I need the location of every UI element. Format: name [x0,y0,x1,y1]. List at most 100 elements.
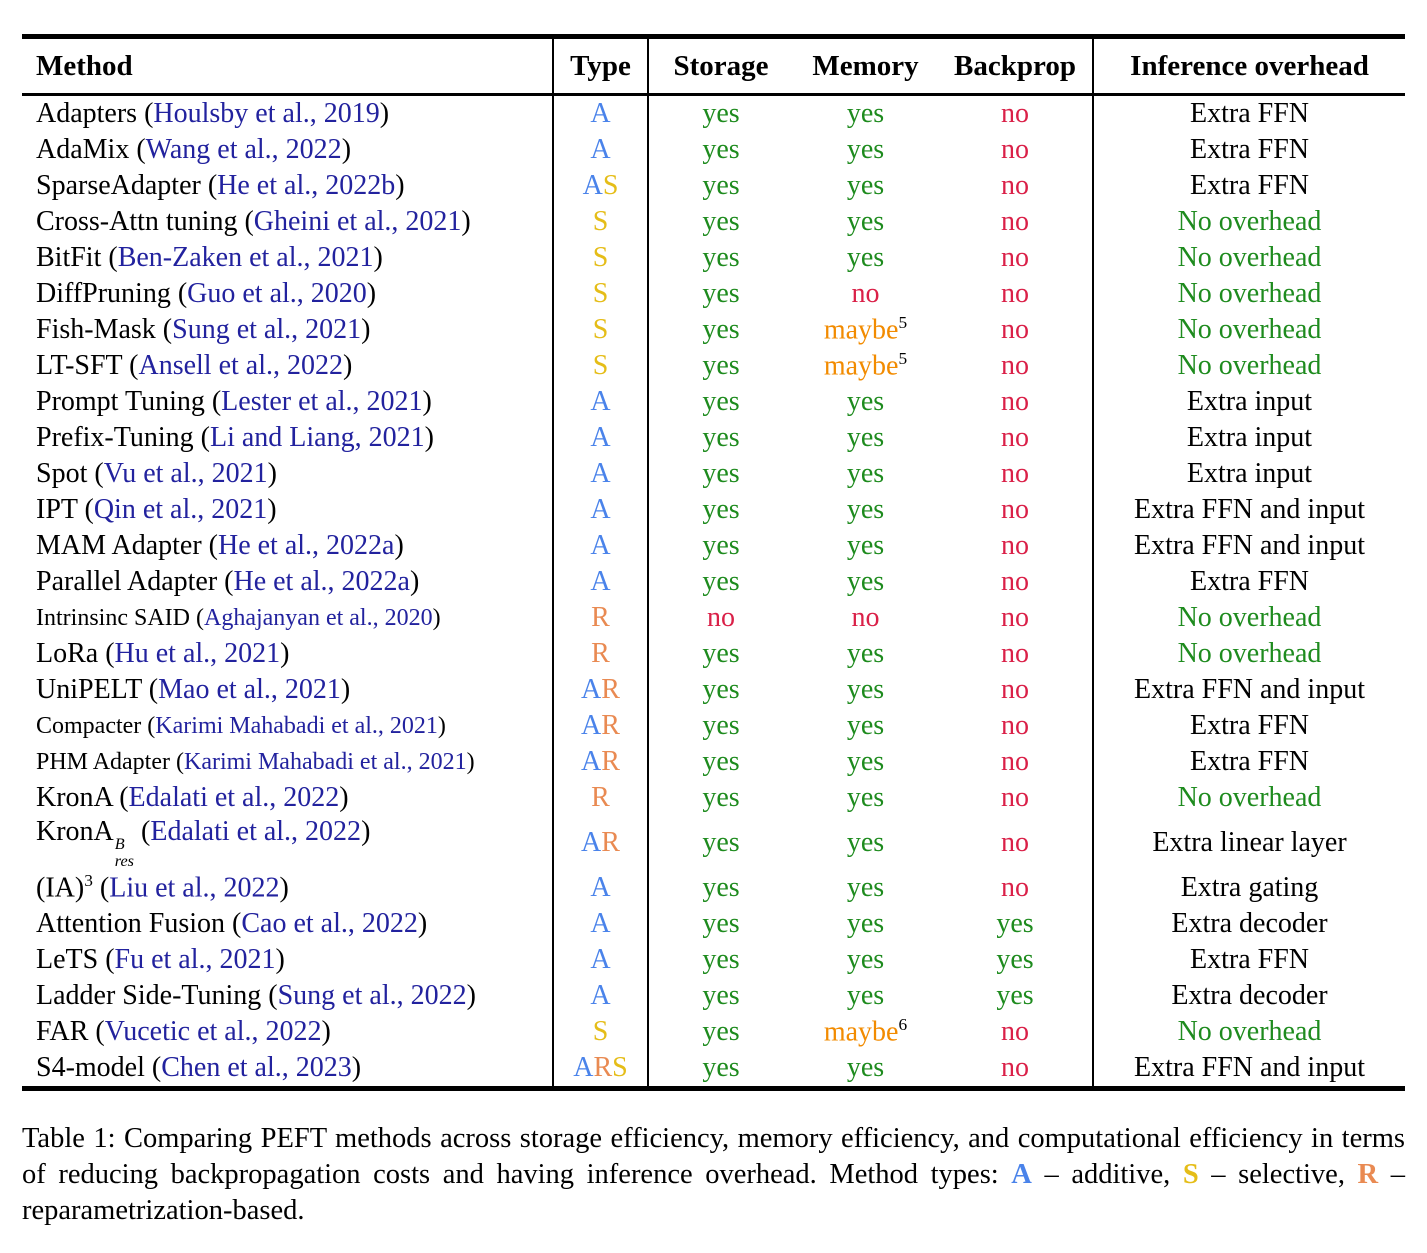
citation-link[interactable]: Vucetic et al., 2022 [104,1015,322,1047]
citation-link[interactable]: Vu et al., 2021 [103,458,268,489]
caption-type-letter-S: S [1182,1159,1199,1191]
type-letter-A: A [590,494,611,525]
method-superscript: 3 [84,871,93,891]
storage-value: yes [702,314,740,345]
storage-cell: yes [648,672,793,708]
backprop-cell: no [938,168,1093,204]
memory-value: yes [846,907,885,939]
citation-link[interactable]: He et al., 2022a [233,566,410,597]
citation-link[interactable]: Ansell et al., 2022 [138,350,343,381]
method-name-text: ( [92,872,110,904]
backprop-cell: no [938,528,1093,564]
citation-link[interactable]: He et al., 2022a [217,530,395,561]
overhead-cell: Extra FFN [1092,132,1405,168]
citation-link[interactable]: Edalati et al., 2022 [150,816,362,847]
backprop-value: no [1001,278,1029,309]
citation-link[interactable]: Ben-Zaken et al., 2021 [117,242,374,273]
citation-link[interactable]: He et al., 2022b [217,170,396,201]
method-cell: Intrinsinc SAID (Aghajanyan et al., 2020… [22,600,553,636]
type-letter-S: S [592,278,609,309]
method-superscript: B [114,834,125,853]
citation-link[interactable]: Liu et al., 2022 [109,872,280,904]
citation-link[interactable]: Aghajanyan et al., 2020 [203,604,433,631]
method-name-text: ) [343,350,353,381]
backprop-cell: no [938,600,1093,636]
overhead-cell: Extra FFN and input [1092,492,1405,528]
storage-cell: yes [648,348,793,384]
table-row: S4-model (Chen et al., 2023) ARS yes yes no E… [22,1049,1405,1089]
citation-link[interactable]: Houlsby et al., 2019 [153,98,380,129]
overhead-cell: No overhead [1092,780,1405,816]
memory-value: yes [846,134,885,165]
citation-link[interactable]: Edalati et al., 2022 [128,782,340,813]
method-cell: KronA (Edalati et al., 2022) [22,780,553,816]
storage-cell: yes [648,780,793,816]
storage-cell: yes [648,204,793,240]
memory-value: yes [846,98,885,129]
type-letter-S: S [592,314,609,345]
citation-link[interactable]: Cao et al., 2022 [241,907,418,939]
memory-value: maybe [823,314,899,346]
citation-link[interactable]: Fu et al., 2021 [114,943,276,975]
type-letter-R: R [591,782,610,813]
backprop-value: no [1001,242,1029,273]
citation-link[interactable]: Gheini et al., 2021 [253,206,462,237]
footnote-marker[interactable]: 6 [898,1015,908,1035]
overhead-cell: Extra FFN and input [1092,528,1405,564]
storage-cell: yes [648,708,793,744]
backprop-value: no [1001,350,1029,381]
memory-cell: yes [793,1050,938,1089]
memory-value: yes [846,566,885,597]
citation-link[interactable]: Guo et al., 2020 [187,278,367,309]
storage-value: yes [702,566,740,597]
type-cell: A [552,528,649,564]
citation-link[interactable]: Karimi Mahabadi et al., 2021 [155,712,438,739]
citation-link[interactable]: Sung et al., 2021 [172,314,362,345]
column-header-type: Type [552,36,649,96]
type-letter-A: A [590,458,611,489]
caption-type-letter-A: A [1011,1159,1032,1191]
citation-link[interactable]: Mao et al., 2021 [158,674,341,705]
memory-cell: yes [793,978,938,1014]
citation-link[interactable]: Hu et al., 2021 [114,638,281,669]
citation-link[interactable]: Sung et al., 2022 [277,979,467,1011]
citation-link[interactable]: Wang et al., 2022 [145,134,342,165]
citation-link[interactable]: Li and Liang, 2021 [209,422,425,453]
backprop-value: yes [996,907,1034,939]
type-cell: S [552,1013,649,1050]
overhead-value: No overhead [1177,638,1322,669]
citation-link[interactable]: Lester et al., 2021 [221,386,423,417]
method-cell: LeTS (Fu et al., 2021) [22,942,553,978]
type-cell: S [552,348,649,384]
overhead-value: Extra input [1186,458,1313,489]
overhead-cell: No overhead [1092,312,1405,348]
footnote-marker[interactable]: 5 [898,313,908,333]
type-cell: A [552,132,649,168]
storage-value: yes [702,278,740,309]
backprop-cell: no [938,240,1093,276]
citation-link[interactable]: Qin et al., 2021 [93,494,268,525]
column-header-memory: Memory [793,36,938,96]
citation-link[interactable]: Karimi Mahabadi et al., 2021 [183,748,467,775]
backprop-value: no [1001,710,1029,741]
method-name-text: AdaMix ( [36,134,146,165]
storage-value: yes [702,422,740,453]
method-cell: (IA)3 (Liu et al., 2022) [22,870,553,906]
overhead-value: No overhead [1177,314,1322,345]
memory-value: yes [846,170,885,201]
overhead-value: Extra gating [1180,871,1319,903]
citation-link[interactable]: Chen et al., 2023 [161,1051,352,1083]
overhead-value: Extra decoder [1171,979,1328,1011]
backprop-value: no [1001,206,1029,237]
memory-value: yes [846,871,885,903]
storage-value: yes [702,530,740,561]
backprop-cell: no [938,456,1093,492]
memory-value: yes [846,826,885,858]
type-letter-A: A [581,710,602,741]
footnote-marker[interactable]: 5 [898,349,908,369]
